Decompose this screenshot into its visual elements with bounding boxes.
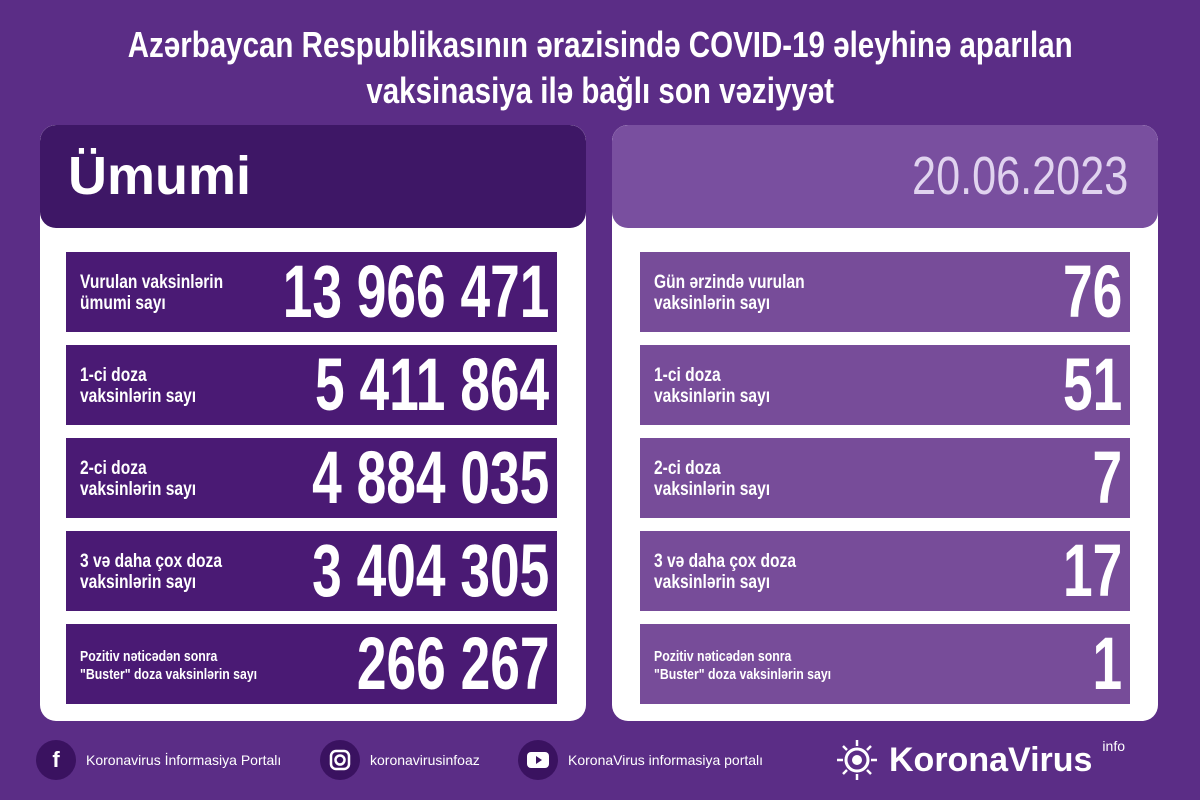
title-line-1: Azərbaycan Respublikasının ərazisində CO… bbox=[127, 24, 1073, 65]
stat-value: 266 267 bbox=[356, 622, 549, 705]
stat-label: 2-ci doza vaksinlərin sayı bbox=[80, 458, 197, 500]
instagram-icon bbox=[320, 740, 360, 780]
stat-label: 3 və daha çox doza vaksinlərin sayı bbox=[80, 551, 223, 593]
stat-row: Gün ərzində vurulan vaksinlərin sayı 76 bbox=[640, 252, 1130, 332]
brand-name: KoronaVirus bbox=[889, 740, 1093, 779]
koronavirus-logo: KoronaVirus info bbox=[835, 738, 1125, 782]
title-line-2: vaksinasiya ilə bağlı son vəziyyət bbox=[366, 70, 834, 111]
stat-label: 1-ci doza vaksinlərin sayı bbox=[80, 365, 197, 407]
footer: f Koronavirus İnformasiya Portalı koronav… bbox=[0, 736, 1200, 786]
stat-value: 13 966 471 bbox=[282, 250, 549, 333]
daily-panel: 20.06.2023 Gün ərzində vurulan vaksinlər… bbox=[612, 125, 1158, 721]
page-title: Azərbaycan Respublikasının ərazisində CO… bbox=[0, 22, 1200, 114]
stat-value: 4 884 035 bbox=[311, 436, 549, 519]
stat-row: Vurulan vaksinlərin ümumi sayı 13 966 471 bbox=[66, 252, 557, 332]
stat-value: 3 404 305 bbox=[311, 529, 549, 612]
total-heading: Ümumi bbox=[68, 146, 252, 206]
stat-value: 17 bbox=[1062, 529, 1122, 612]
daily-header: 20.06.2023 bbox=[612, 125, 1158, 228]
stat-row: Pozitiv nəticədən sonra "Buster" doza va… bbox=[640, 624, 1130, 704]
stat-value: 1 bbox=[1092, 622, 1122, 705]
facebook-link[interactable]: f Koronavirus İnformasiya Portalı bbox=[36, 740, 281, 780]
youtube-link[interactable]: KoronaVirus informasiya portalı bbox=[518, 740, 763, 780]
stat-label: Pozitiv nəticədən sonra "Buster" doza va… bbox=[654, 648, 832, 683]
stat-label: 2-ci doza vaksinlərin sayı bbox=[654, 458, 771, 500]
brand-sup: info bbox=[1102, 738, 1125, 754]
stat-row: Pozitiv nəticədən sonra "Buster" doza va… bbox=[66, 624, 557, 704]
stat-row: 3 və daha çox doza vaksinlərin sayı 3 404… bbox=[66, 531, 557, 611]
virus-logo-icon bbox=[837, 740, 877, 780]
instagram-link[interactable]: koronavirusinfoaz bbox=[320, 740, 480, 780]
date-label: 20.06.2023 bbox=[911, 146, 1128, 206]
facebook-icon: f bbox=[36, 740, 76, 780]
youtube-icon bbox=[518, 740, 558, 780]
instagram-label: koronavirusinfoaz bbox=[370, 752, 480, 768]
stat-label: Pozitiv nəticədən sonra "Buster" doza va… bbox=[80, 648, 258, 683]
total-panel: Ümumi Vurulan vaksinlərin ümumi sayı 13 9… bbox=[40, 125, 586, 721]
stat-value: 7 bbox=[1092, 436, 1122, 519]
stat-value: 51 bbox=[1062, 343, 1122, 426]
facebook-label: Koronavirus İnformasiya Portalı bbox=[86, 752, 282, 768]
stat-label: Vurulan vaksinlərin ümumi sayı bbox=[80, 272, 224, 314]
stat-label: 3 və daha çox doza vaksinlərin sayı bbox=[654, 551, 797, 593]
stat-value: 5 411 864 bbox=[314, 343, 549, 426]
stat-value: 76 bbox=[1062, 250, 1122, 333]
total-header: Ümumi bbox=[40, 125, 586, 228]
stat-row: 1-ci doza vaksinlərin sayı 5 411 864 bbox=[66, 345, 557, 425]
stat-label: Gün ərzində vurulan vaksinlərin sayı bbox=[654, 272, 805, 314]
stat-row: 3 və daha çox doza vaksinlərin sayı 17 bbox=[640, 531, 1130, 611]
stat-label: 1-ci doza vaksinlərin sayı bbox=[654, 365, 771, 407]
youtube-label: KoronaVirus informasiya portalı bbox=[568, 752, 764, 768]
stat-row: 2-ci doza vaksinlərin sayı 7 bbox=[640, 438, 1130, 518]
stat-row: 1-ci doza vaksinlərin sayı 51 bbox=[640, 345, 1130, 425]
stat-row: 2-ci doza vaksinlərin sayı 4 884 035 bbox=[66, 438, 557, 518]
